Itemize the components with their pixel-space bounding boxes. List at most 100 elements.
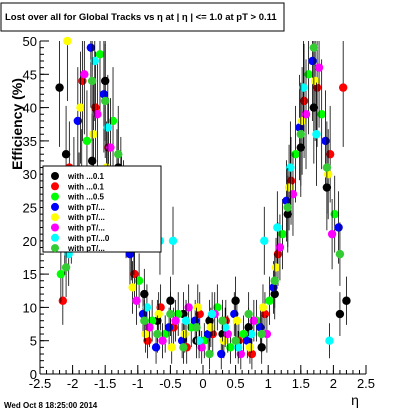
data-point (335, 249, 345, 259)
data-point (265, 296, 274, 305)
data-point (140, 289, 149, 299)
data-points (55, 36, 351, 370)
data-point (220, 323, 230, 332)
data-point (275, 243, 285, 252)
data-point (245, 343, 255, 352)
legend-label: with pT/... (67, 213, 105, 222)
legend-marker (51, 244, 59, 253)
data-point (56, 269, 66, 279)
data-point (301, 110, 311, 119)
x-tick-label: -0.5 (159, 376, 181, 391)
data-point (257, 329, 266, 339)
x-tick-label: 2.5 (357, 376, 375, 391)
data-point (231, 296, 240, 305)
data-point (322, 163, 332, 172)
data-point (147, 316, 157, 325)
data-point (273, 223, 282, 232)
data-point (278, 229, 287, 239)
data-point (342, 296, 351, 305)
data-point (153, 329, 162, 339)
data-point (236, 349, 246, 359)
x-tick-label: 2 (330, 376, 337, 391)
legend-label: with ...0.1 (67, 172, 105, 181)
data-point (190, 316, 200, 325)
data-point (63, 36, 72, 46)
data-point (295, 123, 304, 132)
data-point (234, 343, 243, 352)
series-7 (61, 41, 345, 370)
y-tick-label: 20 (23, 234, 37, 249)
data-point (327, 229, 337, 239)
data-point (283, 203, 292, 212)
data-point (213, 303, 222, 312)
data-point (166, 309, 175, 319)
data-point (101, 96, 110, 106)
legend-marker (51, 233, 59, 242)
data-point (206, 323, 216, 332)
legend-box (42, 165, 162, 253)
legend-marker (51, 192, 59, 201)
legend-label: with pT/... (67, 224, 105, 233)
data-point (338, 83, 348, 92)
x-tick-label: -1.5 (94, 376, 116, 391)
data-point (154, 309, 163, 319)
data-point (58, 296, 68, 305)
y-tick-label: 40 (23, 101, 37, 116)
legend-label: with pT/... (67, 244, 105, 253)
y-axis-title: Efficiency (%) (9, 78, 25, 170)
data-point (106, 143, 115, 152)
data-point (174, 309, 183, 319)
legend-marker (51, 202, 59, 211)
data-point (288, 189, 298, 199)
data-point (317, 110, 326, 119)
legend-marker (51, 172, 59, 180)
data-point (223, 329, 232, 339)
data-point (179, 343, 188, 352)
data-point (132, 296, 141, 305)
data-point (73, 116, 83, 126)
data-point (99, 90, 109, 99)
series-4 (63, 36, 333, 364)
data-point (167, 343, 176, 352)
y-tick-label: 30 (23, 167, 37, 182)
data-point (61, 150, 71, 159)
data-point (87, 76, 97, 86)
data-point (286, 163, 295, 172)
legend-label: with pT/...0 (67, 234, 110, 243)
data-point (205, 349, 214, 359)
data-point (231, 336, 240, 345)
x-tick-label: 0 (199, 376, 206, 391)
data-point (282, 196, 291, 206)
data-point (61, 263, 71, 272)
data-point (256, 323, 265, 332)
x-tick-label: -2.5 (29, 376, 51, 391)
data-point (193, 303, 202, 312)
data-point (271, 263, 281, 272)
data-point (90, 56, 99, 66)
data-point (93, 110, 102, 119)
data-point (312, 130, 321, 139)
y-tick-label: 45 (23, 67, 37, 82)
data-point (184, 303, 193, 312)
axis-ticks: -2.5 -2 -1.5 -1 -0.5 0 0.5 1 1.5 2 2.5 0 5 10 15 20 25 30… (23, 34, 376, 391)
x-tick-label: -2 (67, 376, 79, 391)
data-point (304, 70, 313, 79)
data-point (270, 276, 279, 285)
legend-label: with ...0.5 (67, 193, 105, 202)
x-axis-title: η (351, 392, 359, 408)
data-point (86, 43, 96, 52)
data-point (171, 316, 180, 325)
data-point (243, 336, 252, 345)
data-point (82, 136, 92, 146)
data-point (89, 130, 98, 139)
data-point (151, 343, 161, 352)
data-point (138, 309, 148, 319)
data-point (76, 103, 85, 112)
data-point (232, 316, 242, 325)
legend-marker (51, 213, 59, 222)
data-point (205, 316, 214, 325)
data-point (180, 329, 189, 339)
data-point (204, 329, 213, 339)
